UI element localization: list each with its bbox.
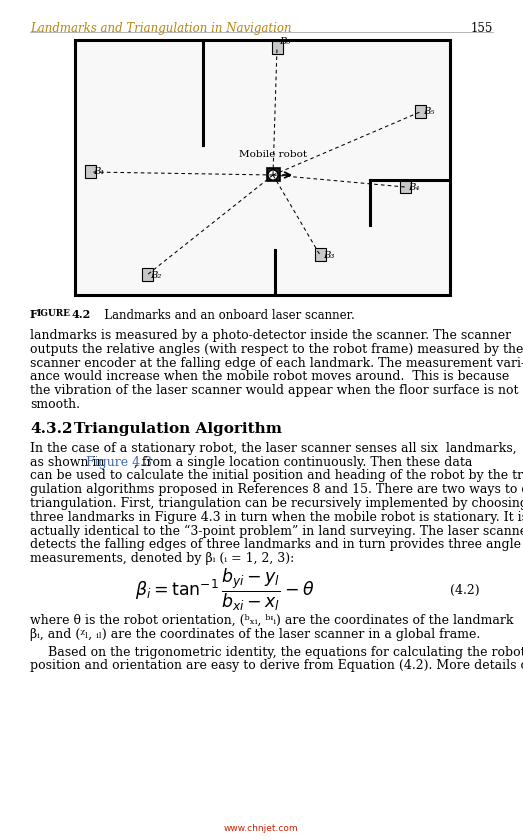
Text: B₂: B₂: [150, 270, 162, 280]
Text: Landmarks and an onboard laser scanner.: Landmarks and an onboard laser scanner.: [93, 309, 355, 322]
Text: ance would increase when the mobile robot moves around.  This is because: ance would increase when the mobile robo…: [30, 370, 509, 383]
Text: βᵢ, and (ᵡₗ, ᵢₗ) are the coordinates of the laser scanner in a global frame.: βᵢ, and (ᵡₗ, ᵢₗ) are the coordinates of …: [30, 627, 480, 641]
Text: outputs the relative angles (with respect to the robot frame) measured by the: outputs the relative angles (with respec…: [30, 343, 523, 356]
Bar: [272, 41, 283, 54]
Text: Based on the trigonometric identity, the equations for calculating the robot: Based on the trigonometric identity, the…: [48, 646, 523, 659]
Text: F: F: [30, 309, 38, 320]
Text: Triangulation Algorithm: Triangulation Algorithm: [74, 422, 282, 436]
Bar: [267, 168, 280, 181]
Text: B₆: B₆: [279, 36, 290, 45]
Text: can be used to calculate the initial position and heading of the robot by the tr: can be used to calculate the initial pos…: [30, 470, 523, 482]
Text: B₄: B₄: [408, 182, 419, 192]
Text: position and orientation are easy to derive from Equation (4.2). More details ca: position and orientation are easy to der…: [30, 659, 523, 672]
Text: 4.3.2: 4.3.2: [30, 422, 73, 436]
Bar: [75, 40, 450, 295]
Text: scanner encoder at the falling edge of each landmark. The measurement vari-: scanner encoder at the falling edge of e…: [30, 357, 523, 370]
Text: three landmarks in Figure 4.3 in turn when the mobile robot is stationary. It is: three landmarks in Figure 4.3 in turn wh…: [30, 511, 523, 524]
Text: where θ is the robot orientation, (ᵇₓᵢ, ᵇᶧᵢ) are the coordinates of the landmark: where θ is the robot orientation, (ᵇₓᵢ, …: [30, 614, 514, 627]
Text: B₅: B₅: [423, 108, 435, 117]
Text: 155: 155: [471, 22, 493, 35]
Text: Landmarks and Triangulation in Navigation: Landmarks and Triangulation in Navigatio…: [30, 22, 292, 35]
Bar: [142, 268, 153, 281]
Text: smooth.: smooth.: [30, 398, 80, 411]
Text: actually identical to the “3-point problem” in land surveying. The laser scanner: actually identical to the “3-point probl…: [30, 525, 523, 538]
Text: the vibration of the laser scanner would appear when the floor surface is not: the vibration of the laser scanner would…: [30, 384, 518, 397]
Text: detects the falling edges of three landmarks and in turn provides three angle: detects the falling edges of three landm…: [30, 538, 521, 551]
Text: Figure 4.3: Figure 4.3: [86, 455, 152, 469]
Text: (4.2): (4.2): [450, 584, 480, 596]
Text: $\beta_i = \tan^{-1}\dfrac{b_{yi} - y_l}{b_{xi} - x_l} - \theta$: $\beta_i = \tan^{-1}\dfrac{b_{yi} - y_l}…: [135, 567, 315, 613]
Text: B₁: B₁: [93, 167, 105, 176]
Text: triangulation. First, triangulation can be recursively implemented by choosing: triangulation. First, triangulation can …: [30, 497, 523, 510]
Text: , from a single location continuously. Then these data: , from a single location continuously. T…: [134, 455, 472, 469]
Text: www.chnjet.com: www.chnjet.com: [224, 824, 298, 833]
Circle shape: [268, 170, 278, 180]
Text: IGURE: IGURE: [37, 309, 71, 318]
Text: 4.2: 4.2: [71, 309, 90, 320]
Bar: [415, 105, 426, 118]
Text: as shown in: as shown in: [30, 455, 108, 469]
Bar: [315, 248, 326, 261]
Text: measurements, denoted by βᵢ (ᵢ = 1, 2, 3):: measurements, denoted by βᵢ (ᵢ = 1, 2, 3…: [30, 552, 294, 565]
Bar: [400, 180, 411, 193]
Bar: [85, 165, 96, 178]
Text: landmarks is measured by a photo-detector inside the scanner. The scanner: landmarks is measured by a photo-detecto…: [30, 329, 511, 342]
Text: B₃: B₃: [323, 250, 334, 260]
Text: In the case of a stationary robot, the laser scanner senses all six  landmarks,: In the case of a stationary robot, the l…: [30, 442, 517, 454]
Text: gulation algorithms proposed in References 8 and 15. There are two ways to do: gulation algorithms proposed in Referenc…: [30, 483, 523, 496]
Text: Mobile robot: Mobile robot: [239, 150, 307, 159]
